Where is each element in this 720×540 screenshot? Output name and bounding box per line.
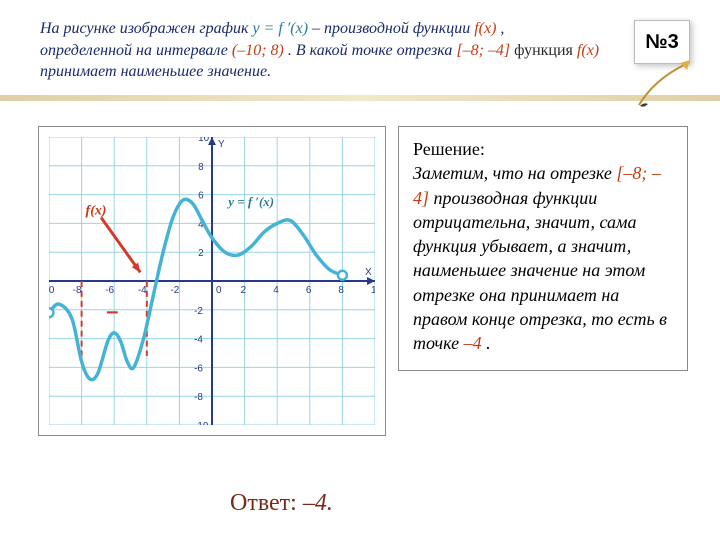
answer-label: Ответ: [230,490,303,516]
problem-segment: [–8; –4] [456,42,510,59]
solution-box: Решение: Заметим, что на отрезке [–8; –4… [398,126,688,371]
svg-text:0: 0 [216,285,222,296]
problem-part: На рисунке изображен график [40,20,252,37]
answer-value: –4. [303,490,333,516]
svg-text:X: X [365,267,372,278]
derivative-chart: XY-10-8-6-4-20246810-10-8-6-4-2246810–f(… [49,137,375,425]
solution-part: производная функции отрицательна, значит… [413,188,667,354]
pen-icon [634,60,694,110]
solution-part: Заметим, что на отрезке [413,163,616,183]
problem-number-badge: №3 [634,20,690,64]
svg-text:–: – [106,298,118,323]
problem-part: функция [514,42,577,59]
svg-text:-4: -4 [138,285,147,296]
svg-text:-8: -8 [194,392,203,403]
svg-text:8: 8 [198,162,204,173]
svg-text:-10: -10 [194,421,209,425]
svg-text:у = f ′(x): у = f ′(x) [226,194,274,209]
svg-text:-10: -10 [49,285,55,296]
svg-text:-4: -4 [194,335,203,346]
svg-text:8: 8 [338,285,344,296]
svg-text:10: 10 [371,285,375,296]
problem-part: . В какой точке отрезка [288,42,456,59]
problem-interval: (–10; 8) [232,42,284,59]
problem-part: – производной функции [312,20,474,37]
answer-line: Ответ: –4. [230,490,333,517]
problem-part: принимает наименьшее значение. [40,63,271,80]
svg-text:10: 10 [198,137,210,144]
svg-text:-8: -8 [73,285,82,296]
svg-text:-6: -6 [105,285,114,296]
problem-fx: f(x) [577,42,599,59]
svg-text:f(x): f(x) [86,204,107,219]
solution-heading: Решение: [413,139,485,159]
solution-part: . [486,333,491,353]
svg-text:Y: Y [218,139,225,150]
svg-text:4: 4 [273,285,279,296]
decorative-top-band [0,95,720,101]
badge-label: №3 [645,31,678,54]
svg-text:-2: -2 [194,306,203,317]
problem-fx: f(x) [474,20,496,37]
problem-text: На рисунке изображен график у = f ′(x) –… [40,18,600,83]
svg-text:2: 2 [241,285,247,296]
svg-text:6: 6 [306,285,312,296]
chart-frame: XY-10-8-6-4-20246810-10-8-6-4-2246810–f(… [38,126,386,436]
svg-text:-2: -2 [170,285,179,296]
svg-text:2: 2 [198,248,204,259]
svg-text:-6: -6 [194,363,203,374]
problem-eq: у = f ′(x) [252,20,308,37]
svg-text:6: 6 [198,191,204,202]
solution-point: –4 [464,333,482,353]
